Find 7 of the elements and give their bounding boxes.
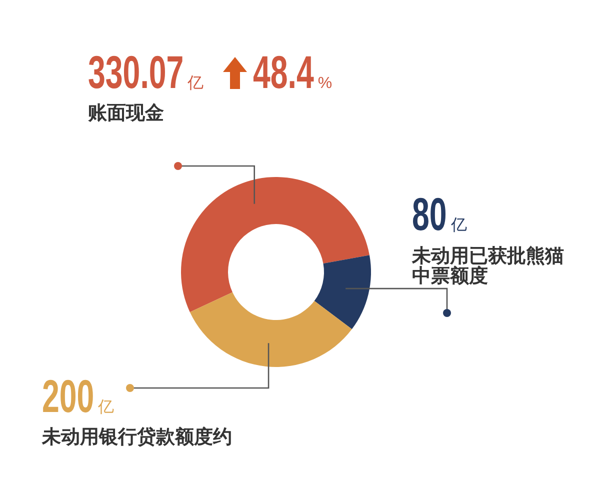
donut-slice <box>190 292 352 367</box>
slice-label: 未动用银行贷款额度约 <box>41 426 232 448</box>
donut-slice <box>181 177 370 312</box>
donut-slice <box>314 255 371 330</box>
text: 48.4% <box>253 46 343 98</box>
slice-label: 未动用已获批熊猫中票额度 <box>411 245 564 287</box>
slice-label: 账面现金 <box>87 103 164 124</box>
